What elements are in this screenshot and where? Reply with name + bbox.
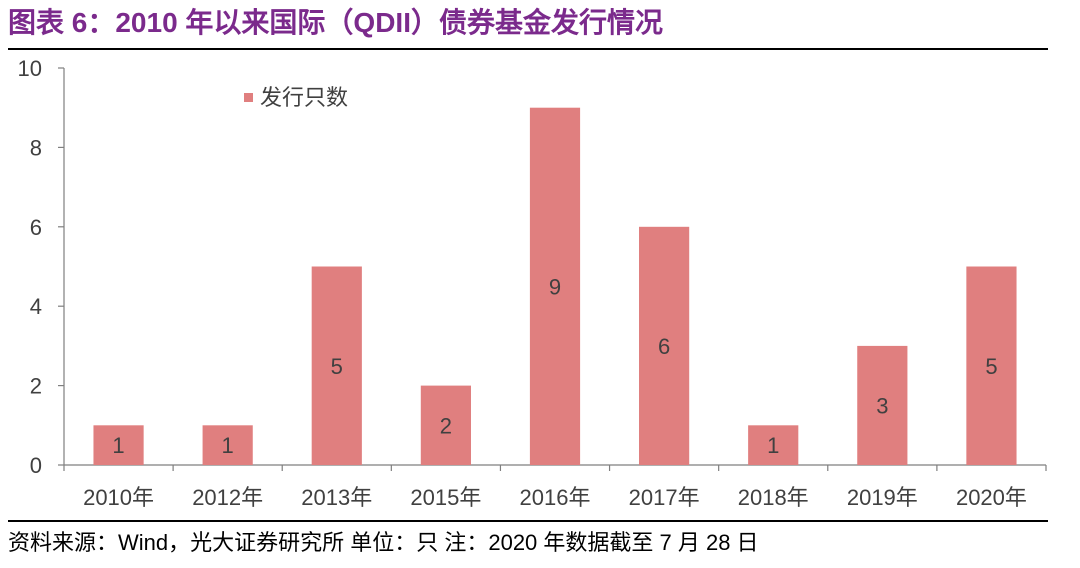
bar xyxy=(420,385,471,465)
x-tick-label: 2017年 xyxy=(629,485,700,510)
x-axis: 2010年 2012年 2013年 2015年 2016年 2017年 2018年 2019年… xyxy=(63,464,1047,510)
data-label: 1 xyxy=(112,433,124,458)
y-tick-label: 8 xyxy=(30,135,42,160)
x-tick-label: 2018年 xyxy=(738,485,809,510)
bar xyxy=(529,107,581,465)
bar xyxy=(748,425,799,465)
legend-swatch xyxy=(244,93,253,102)
data-label: 1 xyxy=(767,433,779,458)
data-label: 2 xyxy=(440,413,452,438)
bar xyxy=(639,226,690,465)
data-label: 1 xyxy=(222,433,234,458)
figure-title: 图表 6：2010 年以来国际（QDII）债券基金发行情况 xyxy=(8,7,663,38)
y-tick-label: 4 xyxy=(30,294,42,319)
x-tick-label: 2012年 xyxy=(192,485,263,510)
bar xyxy=(857,345,908,465)
bar xyxy=(966,266,1017,465)
x-tick-label: 2019年 xyxy=(847,485,918,510)
legend: 发行只数 xyxy=(244,85,348,110)
bar xyxy=(202,425,253,465)
x-tick-label: 2013年 xyxy=(301,485,372,510)
y-axis: 0 2 4 6 8 10 xyxy=(18,56,65,478)
x-tick-label: 2015年 xyxy=(410,485,481,510)
title-rule xyxy=(8,48,1048,50)
y-tick-label: 0 xyxy=(30,453,42,478)
x-tick-label: 2010年 xyxy=(83,485,154,510)
bar xyxy=(93,425,144,465)
data-label: 5 xyxy=(985,354,997,379)
legend-label: 发行只数 xyxy=(260,85,348,110)
data-label: 3 xyxy=(876,393,888,418)
y-tick-label: 2 xyxy=(30,374,42,399)
y-tick-label: 6 xyxy=(30,215,42,240)
data-label: 9 xyxy=(549,274,561,299)
bars: 1 1 5 2 9 6 1 3 5 xyxy=(93,107,1017,465)
source-note: 资料来源：Wind，光大证券研究所 单位：只 注：2020 年数据截至 7 月 … xyxy=(8,530,759,555)
data-label: 5 xyxy=(331,354,343,379)
y-tick-label: 10 xyxy=(18,56,42,81)
footer-rule xyxy=(8,520,1048,522)
data-label: 6 xyxy=(658,334,670,359)
x-tick-label: 2020年 xyxy=(956,485,1027,510)
bar xyxy=(311,266,362,465)
x-tick-label: 2016年 xyxy=(520,485,591,510)
